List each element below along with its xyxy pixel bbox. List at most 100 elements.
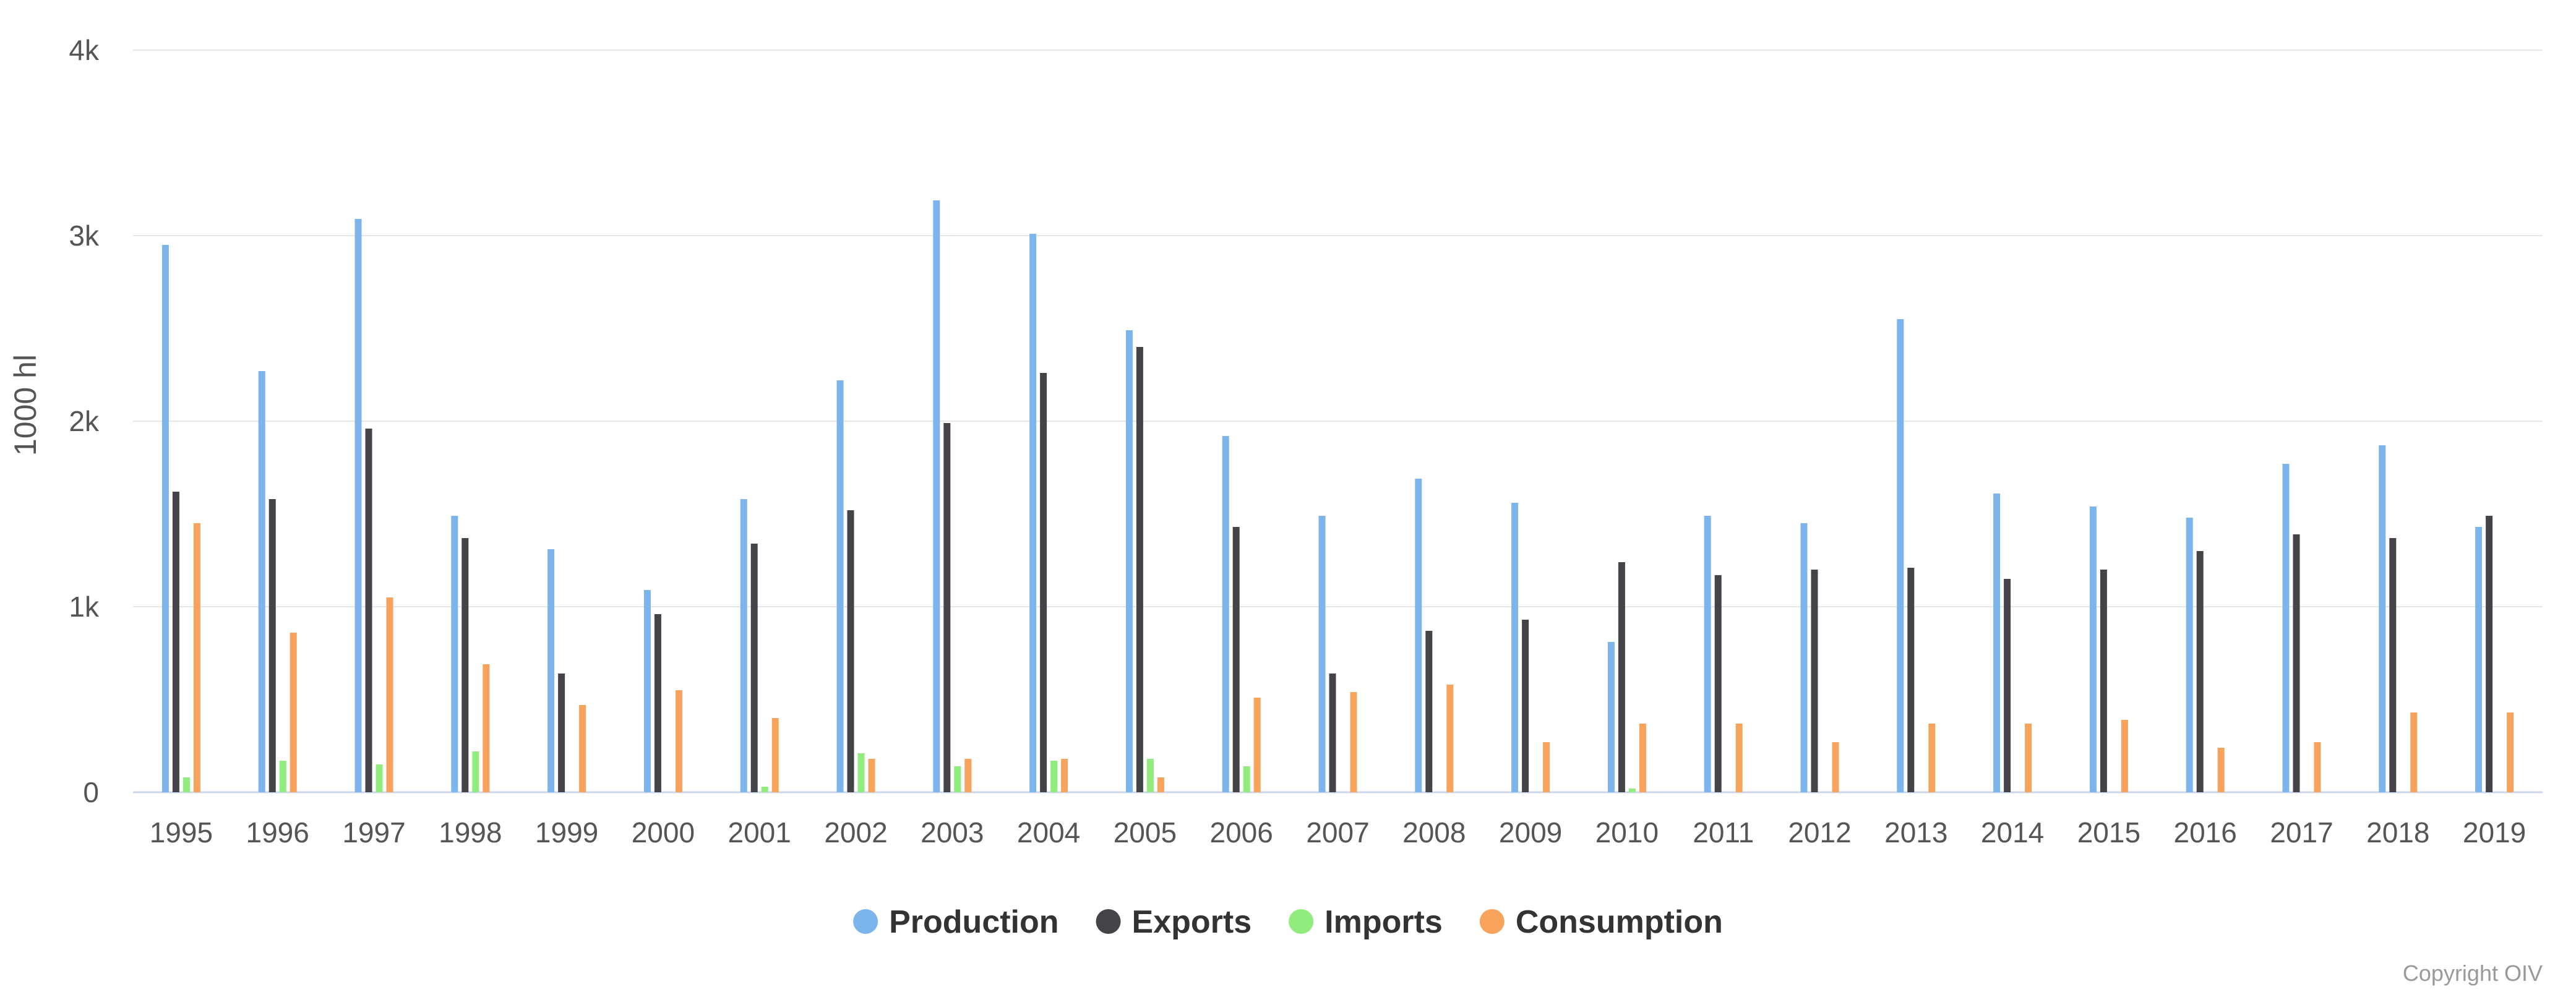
bar-imports-2005[interactable] — [1146, 759, 1154, 792]
bar-consumption-2009[interactable] — [1543, 742, 1550, 792]
bar-consumption-2010[interactable] — [1639, 724, 1646, 792]
bar-exports-1995[interactable] — [172, 492, 179, 792]
bar-imports-1998[interactable] — [472, 751, 479, 792]
bar-exports-2004[interactable] — [1040, 373, 1047, 792]
bar-consumption-2000[interactable] — [675, 690, 682, 792]
bar-production-1995[interactable] — [161, 245, 169, 792]
x-tick-label: 1999 — [535, 816, 598, 849]
bar-production-1997[interactable] — [354, 219, 362, 792]
bar-production-1999[interactable] — [547, 549, 555, 792]
bar-exports-2003[interactable] — [943, 423, 951, 792]
bar-consumption-2015[interactable] — [2121, 720, 2128, 792]
bar-exports-2001[interactable] — [750, 544, 758, 792]
bar-exports-2019[interactable] — [2486, 516, 2493, 792]
y-tick-label: 2k — [69, 405, 100, 437]
bar-exports-2006[interactable] — [1232, 527, 1240, 792]
bar-consumption-2014[interactable] — [2025, 724, 2032, 792]
bar-exports-1998[interactable] — [462, 538, 469, 792]
bar-production-2001[interactable] — [740, 499, 747, 792]
bar-imports-2004[interactable] — [1050, 761, 1058, 792]
bar-consumption-2005[interactable] — [1157, 777, 1164, 792]
bar-production-1996[interactable] — [258, 371, 265, 792]
bar-production-2017[interactable] — [2282, 464, 2290, 792]
bar-consumption-2018[interactable] — [2410, 712, 2418, 792]
legend-marker-consumption — [1479, 909, 1505, 934]
x-tick-label: 2014 — [1981, 816, 2044, 849]
legend-item-imports[interactable]: Imports — [1289, 904, 1443, 940]
bar-exports-1996[interactable] — [268, 499, 276, 792]
bar-imports-1995[interactable] — [182, 777, 190, 792]
bar-imports-2003[interactable] — [954, 766, 961, 792]
bar-consumption-2002[interactable] — [868, 759, 875, 792]
bar-production-2016[interactable] — [2186, 518, 2193, 792]
bar-consumption-2013[interactable] — [1928, 724, 1936, 792]
bar-exports-2018[interactable] — [2389, 538, 2397, 792]
bar-consumption-2008[interactable] — [1446, 685, 1454, 792]
bar-exports-2002[interactable] — [847, 510, 854, 792]
x-tick-label: 1997 — [342, 816, 405, 849]
bar-consumption-1997[interactable] — [386, 597, 393, 792]
bar-consumption-2001[interactable] — [771, 718, 779, 792]
bar-production-2019[interactable] — [2475, 527, 2483, 792]
bar-production-2004[interactable] — [1029, 234, 1037, 792]
bar-imports-2001[interactable] — [761, 787, 768, 792]
bar-consumption-2011[interactable] — [1735, 724, 1743, 792]
legend-item-production[interactable]: Production — [853, 904, 1059, 940]
bar-production-2011[interactable] — [1704, 516, 1711, 792]
bar-production-1998[interactable] — [451, 516, 458, 792]
legend-marker-production — [853, 909, 878, 934]
credits-text: Copyright OIV — [2403, 960, 2543, 986]
bar-exports-2017[interactable] — [2293, 534, 2300, 792]
legend-item-exports[interactable]: Exports — [1096, 904, 1252, 940]
bar-production-2009[interactable] — [1511, 503, 1519, 792]
bar-consumption-2016[interactable] — [2217, 748, 2225, 792]
bar-consumption-2017[interactable] — [2314, 742, 2321, 792]
bar-consumption-1996[interactable] — [290, 633, 297, 792]
bar-exports-2016[interactable] — [2196, 551, 2204, 792]
bar-production-2007[interactable] — [1318, 516, 1326, 792]
bar-imports-2002[interactable] — [857, 753, 865, 792]
bar-production-2014[interactable] — [1993, 494, 2001, 792]
bar-exports-2012[interactable] — [1811, 570, 1818, 792]
bar-production-2012[interactable] — [1800, 523, 1808, 792]
bar-production-2006[interactable] — [1222, 436, 1229, 792]
bar-production-2010[interactable] — [1607, 642, 1615, 792]
bar-exports-2015[interactable] — [2100, 570, 2107, 792]
legend-item-consumption[interactable]: Consumption — [1479, 904, 1723, 940]
x-tick-label: 2017 — [2270, 816, 2333, 849]
bar-production-2015[interactable] — [2089, 507, 2097, 792]
bar-imports-2006[interactable] — [1243, 766, 1250, 792]
bar-consumption-2003[interactable] — [964, 759, 972, 792]
bar-imports-2010[interactable] — [1628, 789, 1636, 792]
bar-exports-2000[interactable] — [654, 614, 661, 792]
bar-production-2005[interactable] — [1125, 330, 1133, 792]
bar-production-2008[interactable] — [1415, 479, 1422, 792]
bar-exports-2014[interactable] — [2004, 579, 2011, 792]
bar-exports-1997[interactable] — [365, 429, 372, 792]
bar-consumption-2004[interactable] — [1061, 759, 1068, 792]
bar-exports-1999[interactable] — [558, 674, 565, 792]
y-tick-label: 4k — [69, 34, 100, 66]
bar-production-2003[interactable] — [933, 200, 940, 792]
bar-exports-2010[interactable] — [1618, 562, 1625, 792]
x-tick-label: 2001 — [728, 816, 791, 849]
bar-exports-2007[interactable] — [1329, 674, 1336, 792]
bar-consumption-2012[interactable] — [1832, 742, 1839, 792]
bar-exports-2011[interactable] — [1714, 575, 1722, 792]
bar-consumption-1999[interactable] — [579, 705, 586, 792]
bar-production-2000[interactable] — [643, 590, 651, 792]
bar-exports-2009[interactable] — [1522, 620, 1529, 792]
bar-production-2002[interactable] — [836, 380, 844, 792]
bar-production-2018[interactable] — [2379, 445, 2386, 792]
bar-exports-2008[interactable] — [1425, 631, 1433, 792]
bar-imports-1997[interactable] — [376, 764, 383, 792]
bar-imports-1996[interactable] — [279, 761, 286, 792]
bar-consumption-2006[interactable] — [1253, 698, 1261, 792]
bar-consumption-1998[interactable] — [483, 664, 490, 792]
bar-production-2013[interactable] — [1897, 319, 1904, 792]
bar-consumption-2019[interactable] — [2507, 712, 2514, 792]
bar-exports-2013[interactable] — [1907, 568, 1915, 792]
bar-consumption-1995[interactable] — [193, 523, 200, 792]
bar-consumption-2007[interactable] — [1350, 692, 1357, 792]
bar-exports-2005[interactable] — [1136, 347, 1143, 792]
